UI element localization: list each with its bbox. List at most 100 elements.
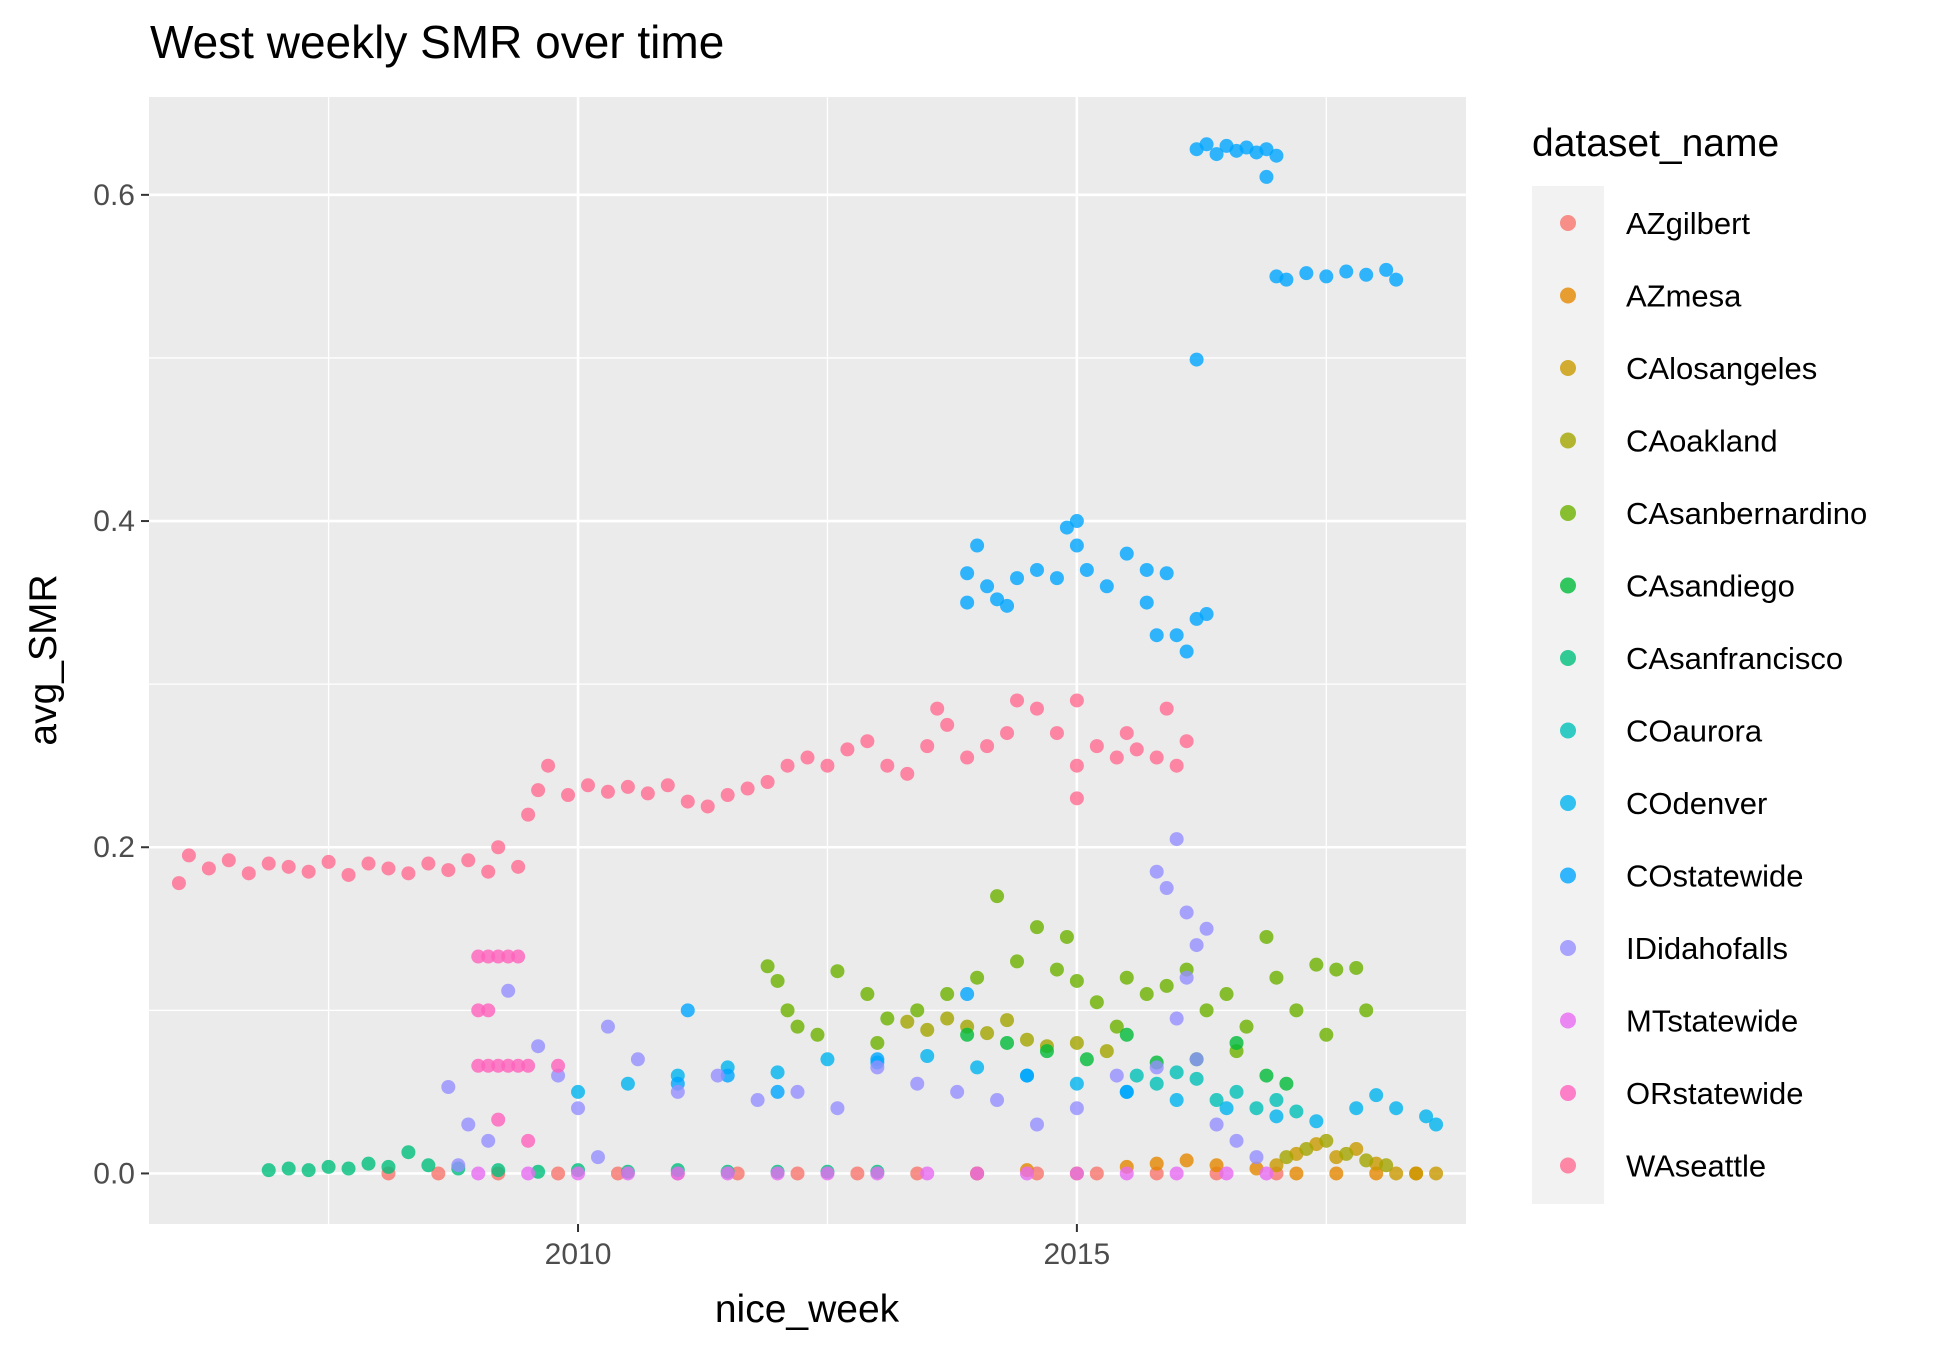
legend-item-AZmesa: AZmesa bbox=[1560, 279, 1742, 314]
point-ORstatewide-13 bbox=[551, 1058, 566, 1073]
legend-label-MTstatewide: MTstatewide bbox=[1626, 1004, 1798, 1039]
point-COstatewide-46 bbox=[770, 1084, 785, 1099]
point-WAseattle-56 bbox=[1149, 750, 1164, 765]
point-COstatewide-49 bbox=[1119, 1084, 1134, 1099]
point-COaurora-8 bbox=[1289, 1104, 1304, 1119]
point-CAsanfrancisco-4 bbox=[341, 1161, 356, 1176]
legend-item-CAoakland: CAoakland bbox=[1560, 424, 1778, 459]
point-AZgilbert-7 bbox=[790, 1166, 805, 1181]
point-WAseattle-52 bbox=[1089, 739, 1104, 754]
legend-item-MTstatewide: MTstatewide bbox=[1560, 1004, 1798, 1039]
legend-label-AZmesa: AZmesa bbox=[1626, 279, 1742, 314]
point-COstatewide-8 bbox=[1269, 148, 1284, 163]
point-AZmesa-5 bbox=[1179, 1153, 1194, 1168]
legend-key-CAsanfrancisco bbox=[1560, 650, 1576, 666]
grid-major bbox=[149, 97, 1466, 1224]
point-CAoakland-8 bbox=[1069, 1035, 1084, 1050]
point-IDidahofalls-11 bbox=[750, 1093, 765, 1108]
point-WAseattle-23 bbox=[581, 778, 595, 793]
point-IDidahofalls-22 bbox=[1149, 864, 1164, 879]
point-COstatewide-1 bbox=[1199, 137, 1214, 152]
point-WAseattle-58 bbox=[1169, 758, 1184, 773]
grid-minor bbox=[149, 97, 1466, 1224]
legend-label-CAsandiego: CAsandiego bbox=[1626, 569, 1795, 604]
point-WAseattle-26 bbox=[640, 786, 655, 801]
point-MTstatewide-8 bbox=[870, 1166, 885, 1181]
point-ORstatewide-12 bbox=[521, 1058, 536, 1073]
point-AZgilbert-9 bbox=[910, 1166, 925, 1181]
point-WAseattle-38 bbox=[880, 758, 895, 773]
legend-title: dataset_name bbox=[1532, 122, 1779, 165]
legend-key-COaurora bbox=[1560, 722, 1576, 739]
point-AZgilbert-3 bbox=[551, 1166, 566, 1181]
legend-label-CAlosangeles: CAlosangeles bbox=[1626, 351, 1817, 386]
point-COstatewide-35 bbox=[1149, 628, 1164, 643]
point-WAseattle-49 bbox=[1069, 758, 1084, 773]
point-AZmesa-6 bbox=[1209, 1158, 1224, 1173]
point-COdenver-1 bbox=[620, 1076, 635, 1091]
point-IDidahofalls-12 bbox=[790, 1084, 805, 1099]
point-WAseattle-32 bbox=[760, 775, 775, 790]
point-WAseattle-9 bbox=[341, 867, 356, 882]
series-ORstatewide bbox=[471, 949, 566, 1148]
point-ORstatewide-11 bbox=[511, 1058, 526, 1073]
point-COstatewide-2 bbox=[1209, 147, 1224, 162]
point-WAseattle-2 bbox=[201, 861, 216, 876]
plot-panel bbox=[149, 97, 1466, 1224]
point-CAsanfrancisco-0 bbox=[261, 1163, 276, 1178]
point-CAsanbernardino-16 bbox=[1069, 973, 1084, 988]
point-MTstatewide-12 bbox=[1069, 1166, 1084, 1181]
x-axis-title: nice_week bbox=[715, 1288, 900, 1331]
x-tick-label-0: 2010 bbox=[545, 1238, 612, 1271]
point-CAsanfrancisco-3 bbox=[321, 1159, 336, 1174]
point-CAsandiego-0 bbox=[960, 1027, 975, 1042]
point-MTstatewide-1 bbox=[521, 1166, 536, 1181]
point-COdenver-5 bbox=[820, 1052, 835, 1067]
point-IDidahofalls-34 bbox=[451, 1158, 466, 1173]
point-WAseattle-35 bbox=[820, 758, 835, 773]
point-WAseattle-40 bbox=[920, 739, 935, 754]
point-CAoakland-13 bbox=[1339, 1146, 1354, 1161]
point-CAsandiego-9 bbox=[1279, 1076, 1294, 1091]
point-WAseattle-4 bbox=[241, 866, 256, 881]
legend-item-CAsanbernardino: CAsanbernardino bbox=[1560, 496, 1867, 531]
point-CAsanbernardino-9 bbox=[940, 987, 955, 1002]
legend-key-CAlosangeles bbox=[1560, 360, 1576, 376]
point-WAseattle-36 bbox=[840, 742, 855, 757]
point-COstatewide-30 bbox=[1099, 579, 1114, 594]
y-axis-title: avg_SMR bbox=[22, 574, 65, 745]
point-CAsanbernardino-4 bbox=[810, 1027, 825, 1042]
legend-label-COdenver: COdenver bbox=[1626, 786, 1767, 821]
point-CAoakland-4 bbox=[980, 1026, 995, 1041]
legend: AZgilbert AZmesa CAlosangeles CAoakland CAsa… bbox=[1560, 206, 1867, 1184]
point-WAseattle-5 bbox=[261, 856, 276, 871]
legend-label-WAseattle: WAseattle bbox=[1626, 1149, 1766, 1184]
point-WAseattle-47 bbox=[1029, 701, 1044, 716]
point-IDidahofalls-10 bbox=[710, 1068, 725, 1083]
point-WAseattle-42 bbox=[940, 717, 955, 732]
point-IDidahofalls-32 bbox=[1229, 1133, 1244, 1148]
point-ORstatewide-2 bbox=[491, 949, 506, 964]
point-CAsanbernardino-19 bbox=[1139, 987, 1154, 1002]
point-CAsanbernardino-26 bbox=[1269, 970, 1284, 985]
point-CAsandiego-4 bbox=[1119, 1027, 1134, 1042]
point-IDidahofalls-16 bbox=[950, 1084, 965, 1099]
legend-label-CAsanfrancisco: CAsanfrancisco bbox=[1626, 641, 1843, 676]
legend-key-WAseattle bbox=[1560, 1157, 1576, 1174]
point-IDidahofalls-33 bbox=[1249, 1150, 1264, 1165]
point-WAseattle-31 bbox=[740, 781, 755, 796]
series-COstatewide bbox=[670, 137, 1404, 1099]
point-AZgilbert-13 bbox=[1149, 1166, 1164, 1181]
point-AZgilbert-8 bbox=[850, 1166, 865, 1181]
point-COstatewide-21 bbox=[980, 579, 995, 594]
point-MTstatewide-13 bbox=[1119, 1166, 1134, 1181]
point-CAsanfrancisco-5 bbox=[361, 1156, 376, 1171]
point-COaurora-3 bbox=[1189, 1071, 1204, 1086]
point-CAsanbernardino-10 bbox=[970, 970, 985, 985]
legend-label-ORstatewide: ORstatewide bbox=[1626, 1076, 1803, 1111]
series-COaurora bbox=[1129, 1065, 1304, 1119]
point-COstatewide-28 bbox=[1069, 538, 1084, 553]
point-ORstatewide-0 bbox=[471, 949, 486, 964]
point-COstatewide-45 bbox=[720, 1068, 735, 1083]
y-tick-label-2: 0.4 bbox=[93, 505, 135, 538]
